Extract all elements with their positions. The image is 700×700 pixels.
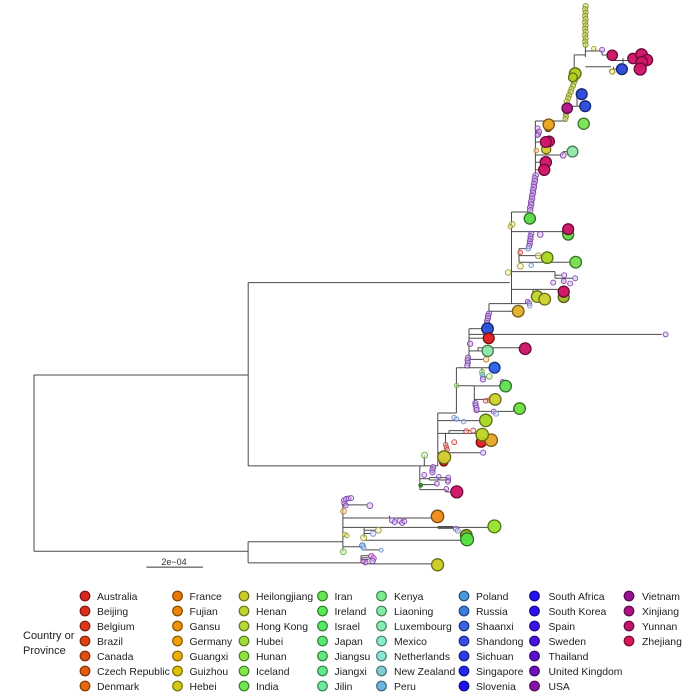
svg-text:France: France (190, 592, 223, 603)
svg-text:Henan: Henan (256, 607, 287, 618)
svg-text:Germany: Germany (190, 637, 234, 648)
svg-text:Netherlands: Netherlands (394, 652, 450, 663)
svg-text:Israel: Israel (335, 622, 360, 633)
svg-text:Russia: Russia (476, 607, 508, 618)
svg-text:Beijing: Beijing (97, 607, 128, 618)
svg-text:Sichuan: Sichuan (476, 652, 514, 663)
svg-text:Fujian: Fujian (190, 607, 219, 618)
svg-text:Heilongjiang: Heilongjiang (256, 592, 313, 603)
svg-text:Peru: Peru (394, 682, 416, 693)
svg-text:Guizhou: Guizhou (190, 667, 229, 678)
svg-text:Iceland: Iceland (256, 667, 290, 678)
svg-text:2e−04: 2e−04 (161, 557, 186, 567)
svg-text:Singapore: Singapore (476, 667, 524, 678)
svg-text:Shaanxi: Shaanxi (476, 622, 514, 633)
svg-text:Ireland: Ireland (335, 607, 367, 618)
svg-text:Sweden: Sweden (549, 637, 587, 648)
svg-text:South Korea: South Korea (549, 607, 607, 618)
svg-text:Poland: Poland (476, 592, 509, 603)
svg-text:Mexico: Mexico (394, 637, 427, 648)
svg-text:Province: Province (23, 645, 66, 657)
svg-text:Zhejiang: Zhejiang (642, 637, 682, 648)
svg-text:Kenya: Kenya (394, 592, 424, 603)
svg-text:Gansu: Gansu (190, 622, 221, 633)
svg-text:Japan: Japan (335, 637, 364, 648)
svg-text:Shandong: Shandong (476, 637, 524, 648)
svg-text:Jilin: Jilin (335, 682, 353, 693)
svg-text:South Africa: South Africa (549, 592, 605, 603)
svg-text:Liaoning: Liaoning (394, 607, 434, 618)
svg-text:New Zealand: New Zealand (394, 667, 455, 678)
svg-text:Iran: Iran (335, 592, 353, 603)
svg-text:Hubei: Hubei (256, 637, 283, 648)
svg-text:Hunan: Hunan (256, 652, 287, 663)
svg-text:Australia: Australia (97, 592, 138, 603)
svg-text:Country or: Country or (23, 630, 75, 642)
svg-text:Hong Kong: Hong Kong (256, 622, 308, 633)
svg-text:Denmark: Denmark (97, 682, 140, 693)
svg-text:USA: USA (549, 682, 570, 693)
svg-text:Belgium: Belgium (97, 622, 135, 633)
svg-text:Luxembourg: Luxembourg (394, 622, 452, 633)
svg-text:Slovenia: Slovenia (476, 682, 516, 693)
svg-text:Vietnam: Vietnam (642, 592, 680, 603)
svg-text:Brazil: Brazil (97, 637, 123, 648)
svg-text:India: India (256, 682, 279, 693)
svg-text:Jiangxi: Jiangxi (335, 667, 367, 678)
svg-text:Hebei: Hebei (190, 682, 217, 693)
svg-text:Xinjiang: Xinjiang (642, 607, 679, 618)
svg-text:United Kingdom: United Kingdom (549, 667, 623, 678)
svg-text:Czech Republic: Czech Republic (97, 667, 170, 678)
svg-text:Guangxi: Guangxi (190, 652, 229, 663)
svg-text:Canada: Canada (97, 652, 134, 663)
svg-text:Yunnan: Yunnan (642, 622, 677, 633)
svg-text:Thailand: Thailand (549, 652, 589, 663)
svg-text:Spain: Spain (549, 622, 576, 633)
svg-text:Jiangsu: Jiangsu (335, 652, 371, 663)
